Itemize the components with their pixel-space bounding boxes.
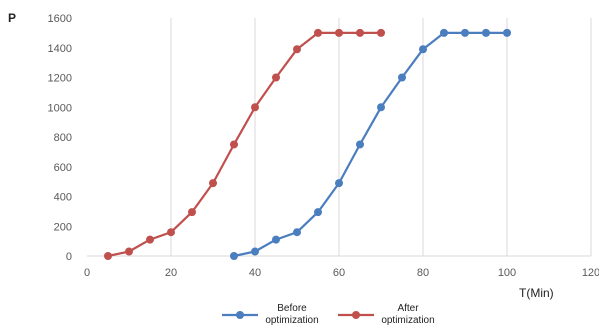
series-line xyxy=(107,31,381,258)
series-line xyxy=(233,31,507,258)
data-point xyxy=(293,45,301,54)
x-tick-label: 100 xyxy=(498,267,516,279)
data-point xyxy=(377,103,385,112)
data-point xyxy=(230,140,238,149)
data-point xyxy=(482,28,490,37)
data-point xyxy=(125,247,133,256)
data-point xyxy=(251,247,259,256)
data-point xyxy=(461,28,469,37)
data-point xyxy=(440,28,448,37)
x-tick-label: 40 xyxy=(249,267,261,279)
x-tick-label: 0 xyxy=(84,267,90,279)
y-tick-label: 1200 xyxy=(48,73,72,85)
y-tick-label: 0 xyxy=(66,251,72,263)
x-tick-label: 80 xyxy=(417,267,429,279)
legend-label: Before xyxy=(277,303,307,314)
series-group xyxy=(104,28,511,260)
data-point xyxy=(356,28,364,37)
data-point xyxy=(314,208,322,217)
legend-label: optimization xyxy=(381,315,434,326)
y-tick-labels: 0 200 400 600 800 1000 1200 1400 1600 xyxy=(48,13,72,263)
data-point xyxy=(251,103,259,112)
data-point xyxy=(272,235,280,244)
data-point xyxy=(356,140,364,149)
x-axis-title: T(Min) xyxy=(519,286,554,300)
data-point xyxy=(314,28,322,37)
y-tick-label: 1600 xyxy=(48,13,72,25)
data-point xyxy=(419,45,427,54)
x-tick-label: 120 xyxy=(582,267,599,279)
x-tick-label: 20 xyxy=(165,267,177,279)
legend-swatch-marker xyxy=(352,311,360,319)
y-tick-label: 1000 xyxy=(48,102,72,114)
data-point xyxy=(146,235,154,244)
data-point xyxy=(188,208,196,217)
y-tick-label: 400 xyxy=(54,192,72,204)
data-point xyxy=(335,28,343,37)
data-point xyxy=(335,179,343,188)
data-point xyxy=(104,252,112,260)
data-point xyxy=(503,28,511,37)
data-point xyxy=(167,228,175,237)
series-2 xyxy=(104,28,385,260)
x-tick-labels: 0 20 40 60 80 100 120 xyxy=(84,267,599,279)
data-point xyxy=(293,228,301,237)
grid-lines xyxy=(170,18,592,256)
data-point xyxy=(398,73,406,82)
data-point xyxy=(230,252,238,260)
x-tick-label: 60 xyxy=(333,267,345,279)
y-tick-label: 200 xyxy=(54,221,72,233)
y-tick-label: 800 xyxy=(54,132,72,144)
y-tick-label: 600 xyxy=(54,162,72,174)
data-point xyxy=(272,73,280,82)
legend-label: After xyxy=(397,303,419,314)
legend-swatch-marker xyxy=(236,311,244,319)
legend-label: optimization xyxy=(265,315,318,326)
data-point xyxy=(209,179,217,188)
y-axis-title: P xyxy=(8,11,16,25)
data-point xyxy=(377,28,385,37)
y-tick-label: 1400 xyxy=(48,43,72,55)
series-1 xyxy=(230,28,511,260)
